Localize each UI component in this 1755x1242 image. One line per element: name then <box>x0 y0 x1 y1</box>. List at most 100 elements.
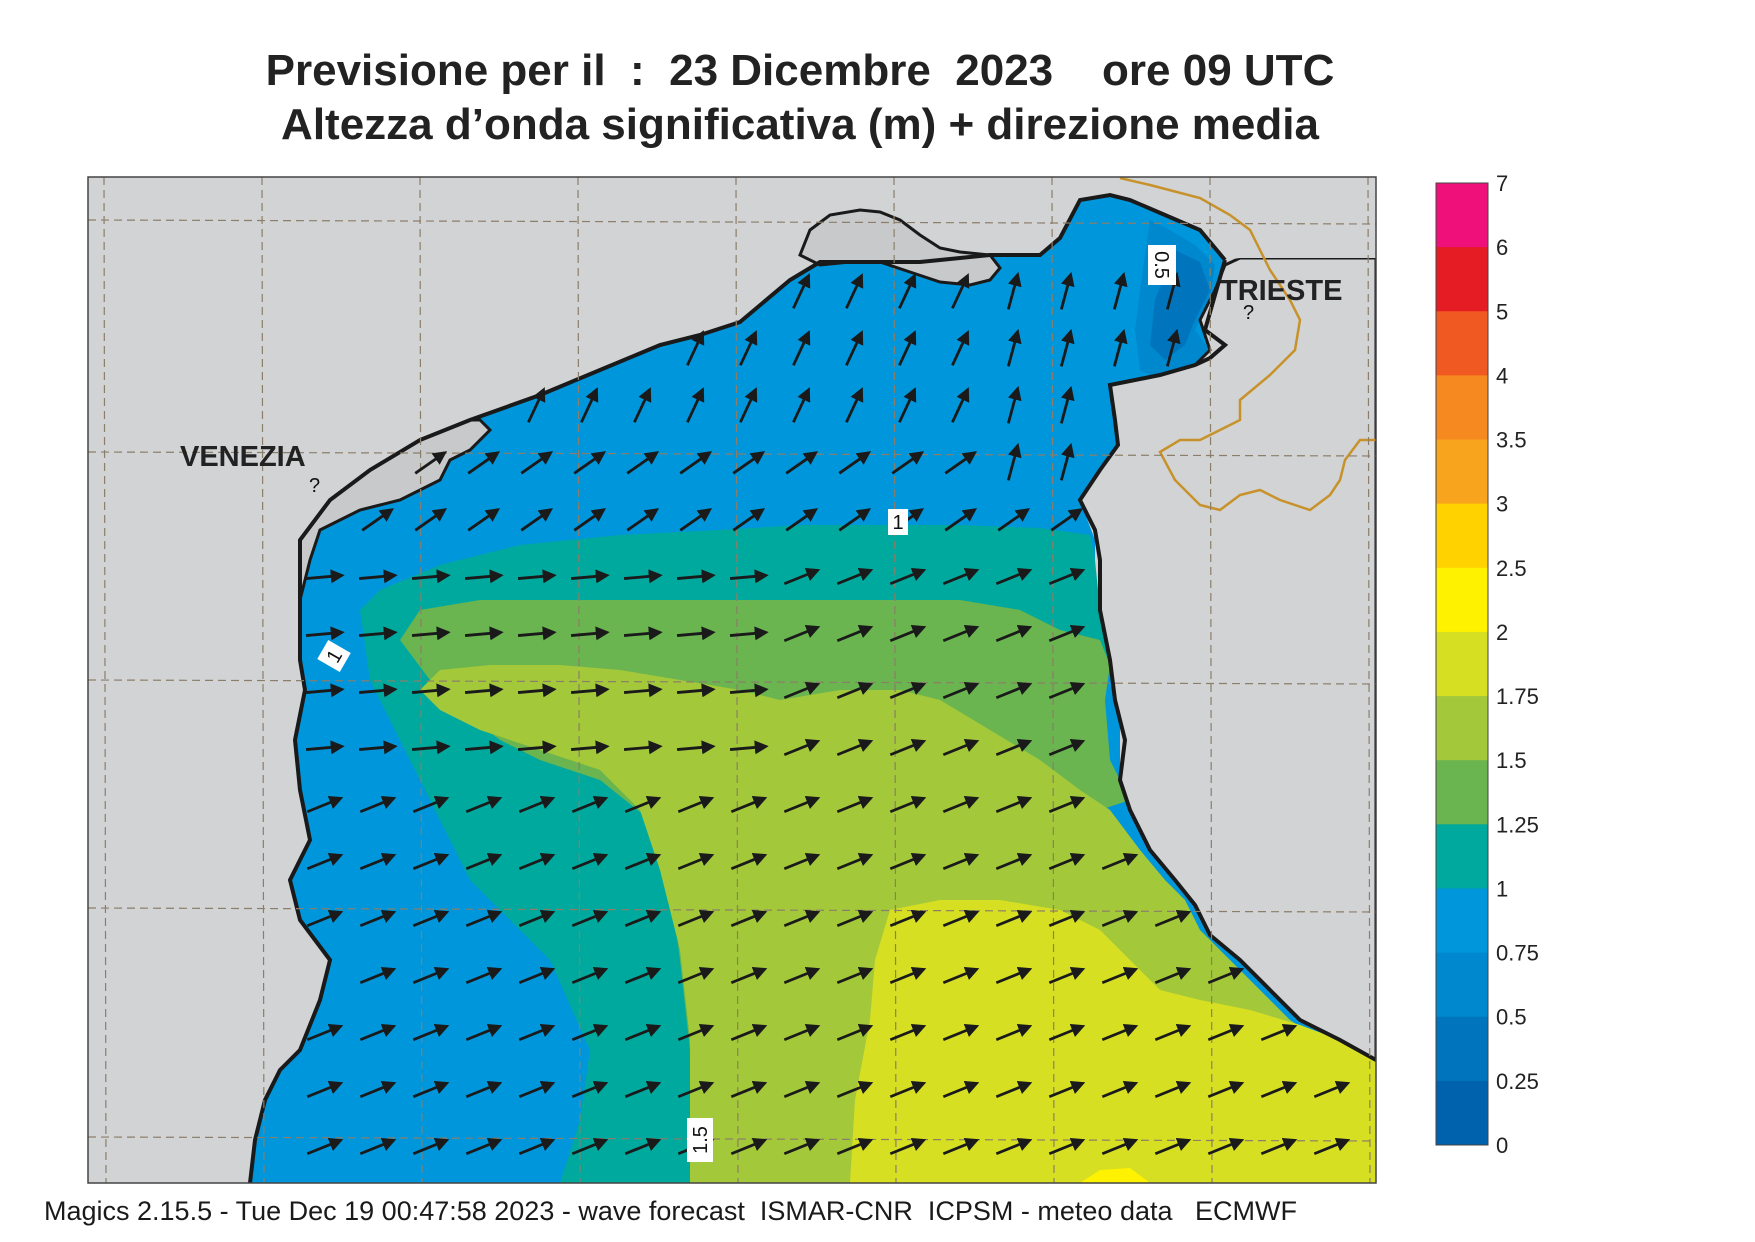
wave-arrow-185 <box>518 1023 556 1042</box>
wave-arrow-46 <box>573 508 607 532</box>
wave-arrow-180 <box>1207 966 1245 985</box>
wave-arrow-154 <box>677 909 715 928</box>
legend-swatch-3.5 <box>1436 439 1488 505</box>
colorbar-legend: 7 6 5 4 3.5 3 2.5 2 1.75 1.5 1.25 1 0.75 0.5 0.25 0 <box>1435 171 1539 1158</box>
legend-label-2: 2 <box>1496 620 1508 645</box>
wave-arrow-205 <box>571 1080 609 1099</box>
wave-arrow-10 <box>792 330 811 366</box>
wave-arrow-191 <box>836 1023 874 1042</box>
wave-arrow-132 <box>359 852 397 871</box>
footer-credits: Magics 2.15.5 - Tue Dec 19 00:47:58 2023… <box>44 1196 1297 1226</box>
wave-arrow-218 <box>1260 1080 1298 1099</box>
istria-coastline <box>1077 259 1376 1062</box>
map-title-line-2: Altezza d’onda significativa (m) + direz… <box>281 100 1319 149</box>
wave-arrow-206 <box>624 1080 662 1099</box>
wave-arrow-183 <box>412 1023 450 1042</box>
wave-arrow-63 <box>676 569 716 584</box>
wave-arrow-72 <box>358 626 398 641</box>
wave-arrow-27 <box>1006 385 1022 424</box>
wave-arrow-155 <box>730 909 768 928</box>
legend-swatch-2.5 <box>1436 567 1488 633</box>
wave-arrow-106 <box>570 740 610 755</box>
wave-arrow-80 <box>783 624 821 643</box>
wave-arrow-109 <box>729 740 769 755</box>
wave-arrow-87 <box>358 683 398 698</box>
wave-arrow-215 <box>1101 1080 1139 1099</box>
wave-arrow-110 <box>783 738 821 757</box>
wave-arrow-96 <box>836 681 874 700</box>
legend-label-0.25: 0.25 <box>1496 1069 1539 1094</box>
wave-arrow-35 <box>732 451 766 475</box>
wave-arrow-90 <box>517 683 557 698</box>
sea-band-1.75-2 <box>850 900 1376 1183</box>
wave-arrow-231 <box>889 1137 927 1156</box>
legend-swatch-1.25 <box>1436 824 1488 889</box>
wave-arrow-223 <box>465 1137 503 1156</box>
contour-label-1.5: 1.5 <box>687 1118 713 1162</box>
wave-arrow-212 <box>942 1080 980 1099</box>
wave-arrow-100 <box>1048 681 1086 700</box>
wave-arrow-166 <box>465 966 503 985</box>
wave-arrow-51 <box>838 508 872 532</box>
wave-arrow-8 <box>686 330 705 366</box>
wave-arrow-6 <box>1112 271 1128 310</box>
wave-arrow-107 <box>623 740 663 755</box>
wave-arrow-224 <box>518 1137 556 1156</box>
contour-label-1-west: 1 <box>317 639 351 673</box>
wave-arrow-186 <box>571 1023 609 1042</box>
wave-arrow-221 <box>359 1137 397 1156</box>
wave-arrow-142 <box>889 852 927 871</box>
wave-arrow-157 <box>836 909 874 928</box>
wave-arrow-83 <box>942 624 980 643</box>
wave-arrow-104 <box>464 740 504 755</box>
graticule <box>88 177 1376 1183</box>
wave-arrow-130 <box>1048 795 1086 814</box>
wave-arrow-50 <box>785 508 819 532</box>
legend-swatch-0.75 <box>1436 952 1488 1018</box>
wave-arrow-3 <box>951 273 970 309</box>
wave-arrow-23 <box>792 387 811 423</box>
wave-arrow-89 <box>464 683 504 698</box>
contour-label-1-north-text: 1 <box>892 512 903 534</box>
wave-arrow-213 <box>995 1080 1033 1099</box>
wave-arrow-177 <box>1048 966 1086 985</box>
wave-arrow-170 <box>677 966 715 985</box>
wave-arrow-148 <box>359 909 397 928</box>
wave-arrow-175 <box>942 966 980 985</box>
wave-arrow-40 <box>1006 442 1022 481</box>
legend-label-2.5: 2.5 <box>1496 556 1527 581</box>
wave-arrow-229 <box>783 1137 821 1156</box>
wave-arrow-145 <box>1048 852 1086 871</box>
wave-arrow-184 <box>465 1023 503 1042</box>
wave-arrow-61 <box>570 569 610 584</box>
map-title-line-1: Previsione per il : 23 Dicembre 2023 ore… <box>265 46 1335 95</box>
wave-arrow-141 <box>836 852 874 871</box>
wave-arrow-71 <box>305 626 345 641</box>
wave-arrow-18 <box>527 387 546 423</box>
wave-arrow-150 <box>465 909 503 928</box>
wave-arrow-59 <box>464 569 504 584</box>
wave-arrow-25 <box>898 387 917 423</box>
contour-label-0.5-box <box>1148 245 1176 285</box>
wave-arrow-200 <box>306 1080 344 1099</box>
legend-label-0.5: 0.5 <box>1496 1005 1527 1030</box>
contour-label-1-west-box <box>317 639 351 673</box>
wave-arrow-140 <box>783 852 821 871</box>
wave-arrow-37 <box>838 451 872 475</box>
wave-arrow-199 <box>1260 1023 1298 1042</box>
wave-arrow-203 <box>465 1080 503 1099</box>
legend-label-0.75: 0.75 <box>1496 941 1539 966</box>
wave-arrow-216 <box>1154 1080 1192 1099</box>
wave-arrow-81 <box>836 624 874 643</box>
wave-arrow-0 <box>792 273 811 309</box>
wave-arrow-222 <box>412 1137 450 1156</box>
wave-arrow-234 <box>1048 1137 1086 1156</box>
northern-coast-land <box>88 177 1376 1183</box>
wave-arrow-133 <box>412 852 450 871</box>
legend-label-6: 6 <box>1496 235 1508 260</box>
wave-arrow-233 <box>995 1137 1033 1156</box>
wave-arrow-15 <box>1059 328 1075 367</box>
wave-arrow-149 <box>412 909 450 928</box>
wave-arrow-32 <box>573 451 607 475</box>
